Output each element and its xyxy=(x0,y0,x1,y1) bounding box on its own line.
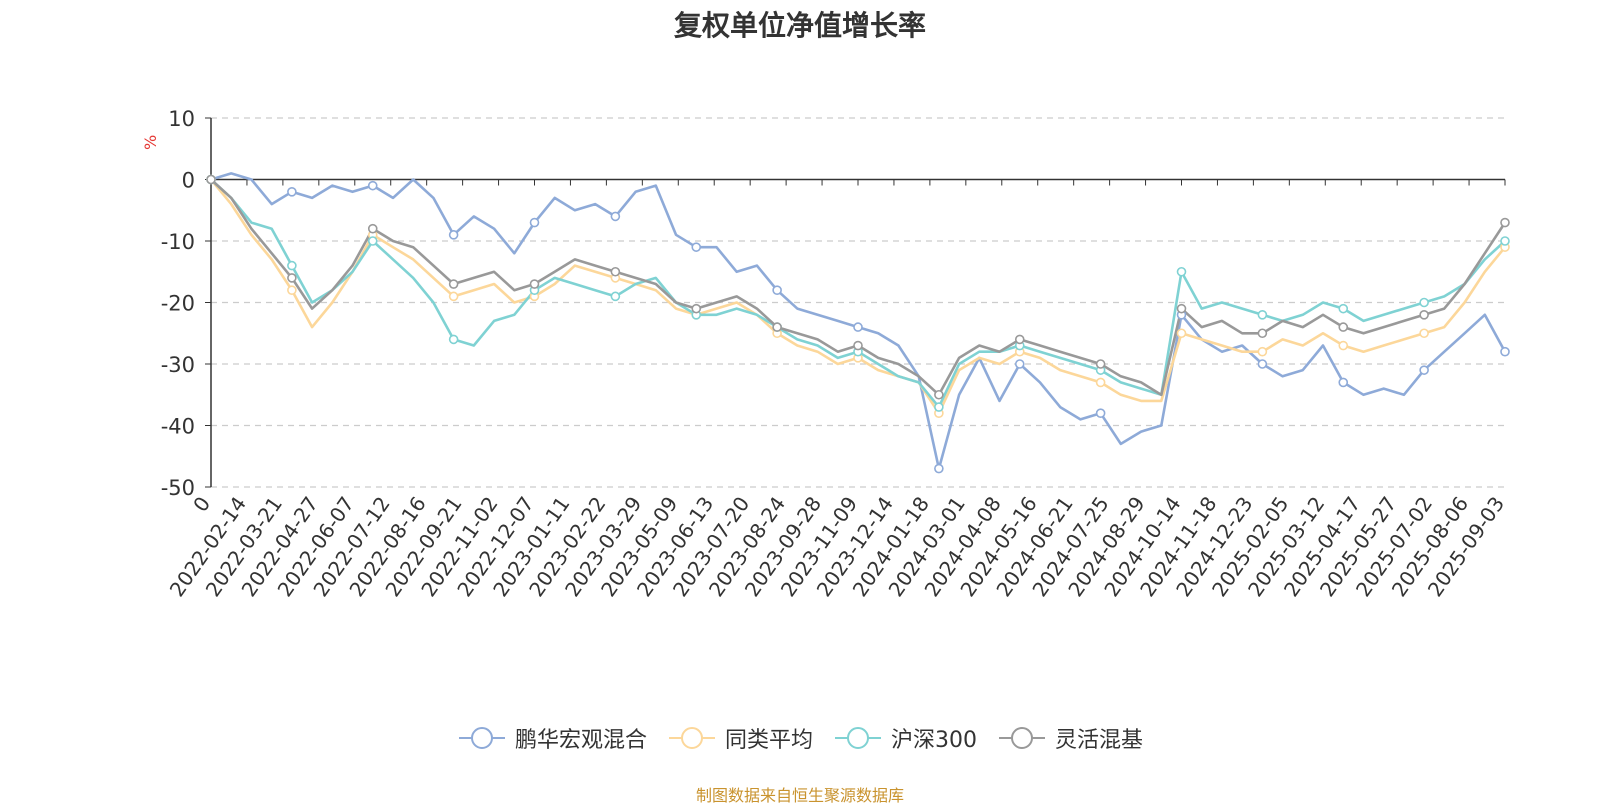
series-point xyxy=(691,303,702,314)
series-point xyxy=(1176,266,1187,277)
series-point xyxy=(1257,309,1268,320)
series-point xyxy=(367,223,378,234)
series-point xyxy=(853,340,863,351)
series-point xyxy=(1338,377,1349,388)
series-point xyxy=(1338,340,1349,351)
series-point xyxy=(1338,322,1349,332)
series-point xyxy=(772,285,782,296)
series-point xyxy=(934,463,944,474)
series-point xyxy=(448,279,459,289)
series-markers xyxy=(206,174,1510,474)
legend-label: 同类平均 xyxy=(724,728,813,753)
legend-item[interactable]: 同类平均 xyxy=(667,722,813,754)
legend-marker-icon xyxy=(668,727,715,749)
series-point xyxy=(1338,303,1349,314)
y-tick-label: -20 xyxy=(161,292,195,316)
y-tick-label: -50 xyxy=(161,476,195,500)
series-point xyxy=(610,266,621,277)
series-point xyxy=(1257,359,1268,369)
y-tick-label: 0 xyxy=(182,169,195,193)
series-point xyxy=(1257,328,1268,339)
series-point xyxy=(448,230,459,240)
line-chart: 100-10-20-30-40-5002022-02-142022-03-212… xyxy=(161,107,1510,601)
series-point xyxy=(1500,346,1510,357)
series-point xyxy=(691,242,702,252)
series-line-2 xyxy=(210,178,1506,409)
legend-marker-icon xyxy=(999,727,1045,749)
y-tick-label: -10 xyxy=(161,230,195,254)
series-point xyxy=(1176,328,1187,339)
series-point xyxy=(287,285,297,296)
series-point xyxy=(934,389,944,400)
series-lines xyxy=(209,172,1507,470)
legend: 鹏华宏观混合 同类平均 沪深300 灵活混基 xyxy=(0,722,1600,754)
series-point xyxy=(1419,309,1429,320)
series-point xyxy=(529,217,540,228)
series-point xyxy=(1500,217,1510,228)
legend-marker-icon xyxy=(458,727,505,749)
series-point xyxy=(287,260,297,271)
data-source-note: 制图数据来自恒生聚源数据库 xyxy=(695,786,904,805)
legend-label: 沪深300 xyxy=(891,728,977,753)
chart-title: 复权单位净值增长率 xyxy=(673,9,926,42)
legend-item[interactable]: 灵活混基 xyxy=(997,722,1143,754)
series-point xyxy=(1176,303,1187,314)
series-point xyxy=(1014,359,1025,369)
series-point xyxy=(206,174,216,185)
x-tick-label: 0 xyxy=(188,492,215,516)
series-point xyxy=(367,180,378,191)
series-point xyxy=(1257,346,1268,357)
series-point xyxy=(1419,297,1429,308)
series-point xyxy=(853,322,863,332)
gridlines xyxy=(211,117,1505,488)
y-tick-label: 10 xyxy=(168,107,195,131)
series-point xyxy=(448,334,459,345)
series-point xyxy=(772,322,782,332)
series-point xyxy=(529,279,540,289)
series-point xyxy=(1419,328,1429,339)
series-point xyxy=(610,211,621,222)
series-point xyxy=(287,187,297,197)
tick-labels: 100-10-20-30-40-5002022-02-142022-03-212… xyxy=(161,107,1509,601)
series-point xyxy=(1419,365,1429,375)
series-point xyxy=(1095,377,1106,388)
series-point xyxy=(1095,359,1106,369)
y-tick-label: -30 xyxy=(161,353,195,377)
series-point xyxy=(1095,408,1106,419)
legend-label: 灵活混基 xyxy=(1055,728,1144,753)
legend-item[interactable]: 鹏华宏观混合 xyxy=(457,722,647,754)
series-point xyxy=(1500,236,1510,246)
legend-label: 鹏华宏观混合 xyxy=(514,728,647,753)
legend-marker-icon xyxy=(835,727,881,749)
series-point xyxy=(448,291,459,302)
series-point xyxy=(287,273,297,283)
series-line-1 xyxy=(209,178,1507,415)
series-point xyxy=(934,402,944,412)
y-tick-label: -40 xyxy=(161,415,195,439)
series-point xyxy=(367,236,378,246)
series-point xyxy=(1014,334,1025,345)
legend-item[interactable]: 沪深300 xyxy=(833,722,977,754)
series-point xyxy=(610,291,621,302)
